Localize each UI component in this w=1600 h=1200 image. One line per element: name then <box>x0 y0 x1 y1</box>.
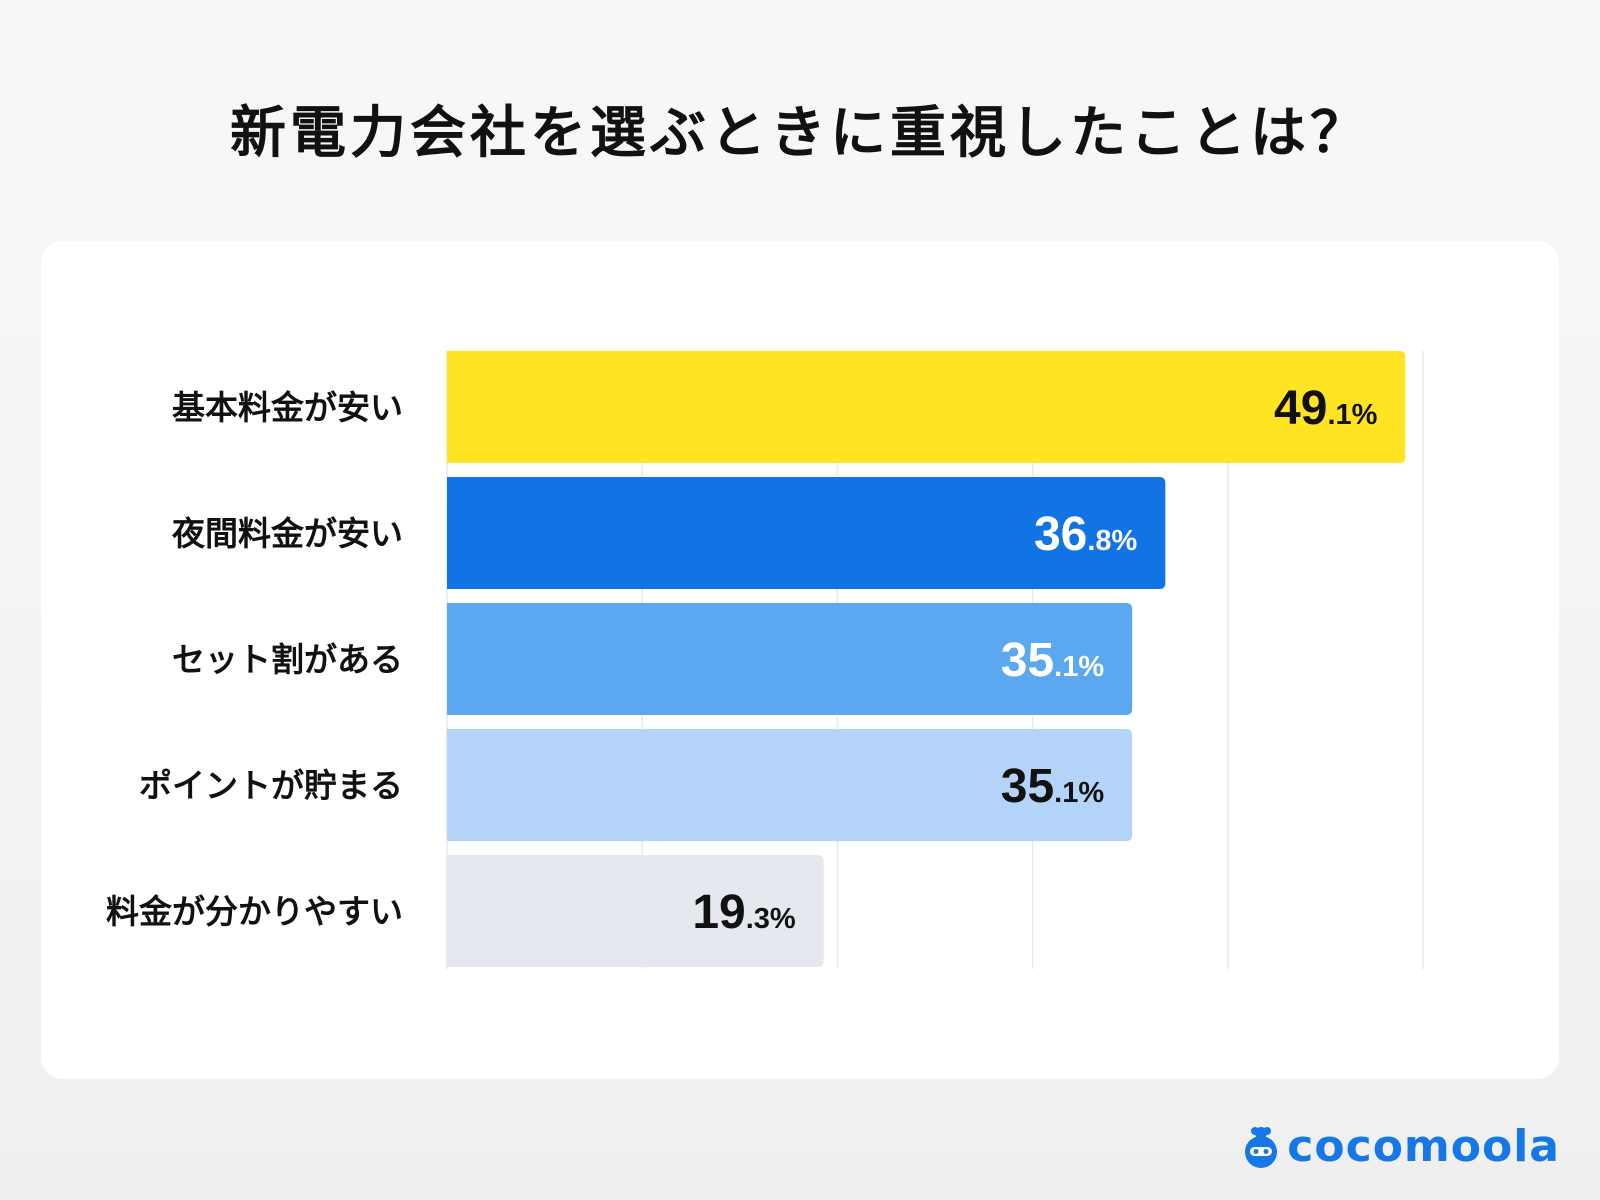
bar <box>446 477 1166 589</box>
brand-name: cocomoola <box>1287 1121 1560 1172</box>
bar <box>447 729 1133 841</box>
value-label: 36.8% <box>1034 508 1138 561</box>
value-label: 19.3% <box>692 886 796 939</box>
category-label: 料金が分かりやすい <box>106 892 403 931</box>
value-label: 49.1% <box>1274 382 1378 435</box>
value-label: 35.1% <box>1001 760 1105 813</box>
mascot-icon <box>1245 1126 1278 1168</box>
value-label: 35.1% <box>1001 634 1105 687</box>
bar <box>447 351 1406 463</box>
bar <box>447 603 1133 715</box>
bar <box>446 855 824 967</box>
category-label: 基本料金が安い <box>172 388 403 427</box>
chart-title: 新電力会社を選ぶときに重視したことは？ <box>230 101 1370 166</box>
brand-logo: cocomoola <box>1241 1121 1560 1172</box>
category-label: セット割がある <box>172 640 403 679</box>
category-label: ポイントが貯まる <box>139 766 403 805</box>
category-label: 夜間料金が安い <box>171 514 403 553</box>
